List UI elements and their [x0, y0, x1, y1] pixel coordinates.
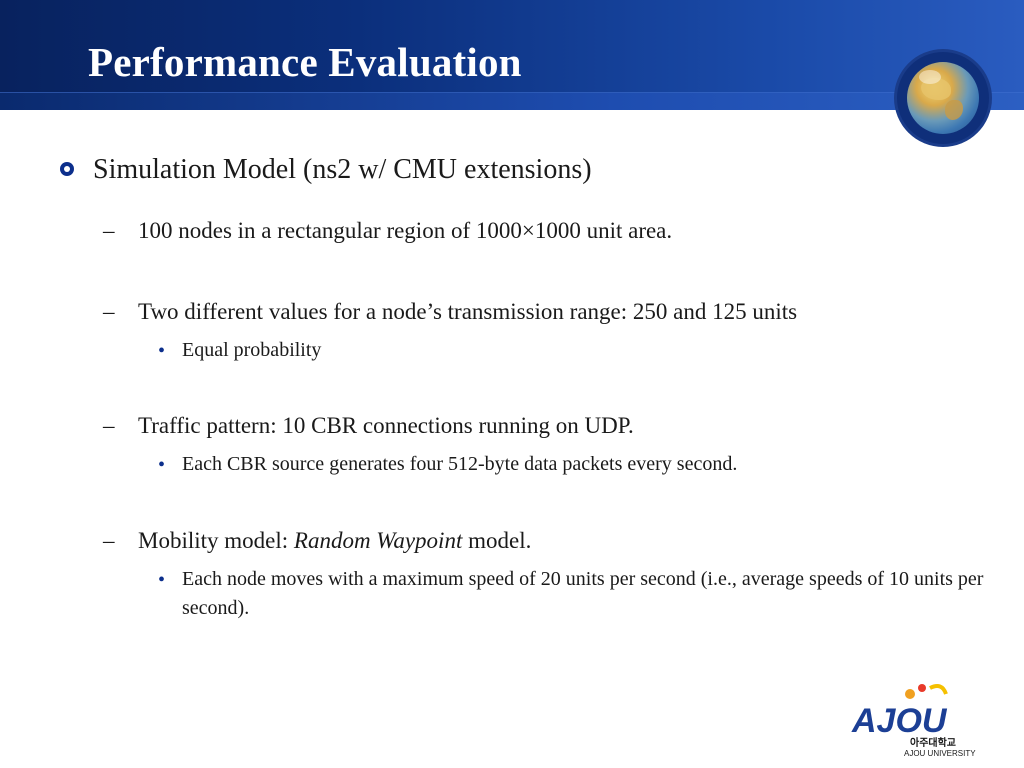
dot-marker: •	[158, 454, 166, 476]
item-4-text-b: model.	[462, 528, 532, 553]
globe-icon	[897, 52, 989, 144]
dash-marker: –	[103, 299, 115, 324]
dot-marker: •	[158, 340, 166, 362]
item-4-text: Mobility model: Random Waypoint model.	[138, 526, 531, 556]
title-bar-stripe	[0, 93, 1024, 110]
item-2-sub: Equal probability	[182, 339, 322, 361]
item-3-sub: Each CBR source generates four 512-byte …	[182, 453, 738, 475]
item-4-text-italic: Random Waypoint	[293, 528, 463, 553]
logo-english: AJOU UNIVERSITY	[904, 749, 976, 758]
logo-swoosh	[929, 684, 948, 695]
item-4-sub: Each node moves with a maximum speed of …	[182, 568, 984, 619]
logo-korean: 아주대학교	[910, 736, 956, 749]
slide-title: Performance Evaluation	[88, 39, 522, 85]
title-bar: Performance Evaluation	[0, 0, 1024, 110]
dash-marker: –	[103, 528, 115, 553]
dash-marker: –	[103, 218, 115, 243]
item-2-text: Two different values for a node’s transm…	[138, 299, 798, 324]
item-1-text: 100 nodes in a rectangular region of 100…	[138, 218, 673, 243]
logo-mark: AJOU	[851, 702, 948, 740]
logo-dot-red	[918, 684, 926, 692]
ring-bullet-icon	[60, 162, 74, 176]
logo-dot-orange	[905, 689, 915, 699]
item-4-text-a: Mobility model:	[138, 528, 294, 553]
main-bullet-text: Simulation Model (ns2 w/ CMU extensions)	[93, 154, 592, 185]
dot-marker: •	[158, 569, 166, 591]
dash-marker: –	[103, 413, 115, 438]
ajou-logo-graphic: AJOU 아주대학교 AJOU UNIVERSITY	[851, 684, 976, 758]
item-3-text: Traffic pattern: 10 CBR connections runn…	[138, 413, 634, 438]
ajou-university-logo: AJOU 아주대학교 AJOU UNIVERSITY	[850, 680, 980, 760]
